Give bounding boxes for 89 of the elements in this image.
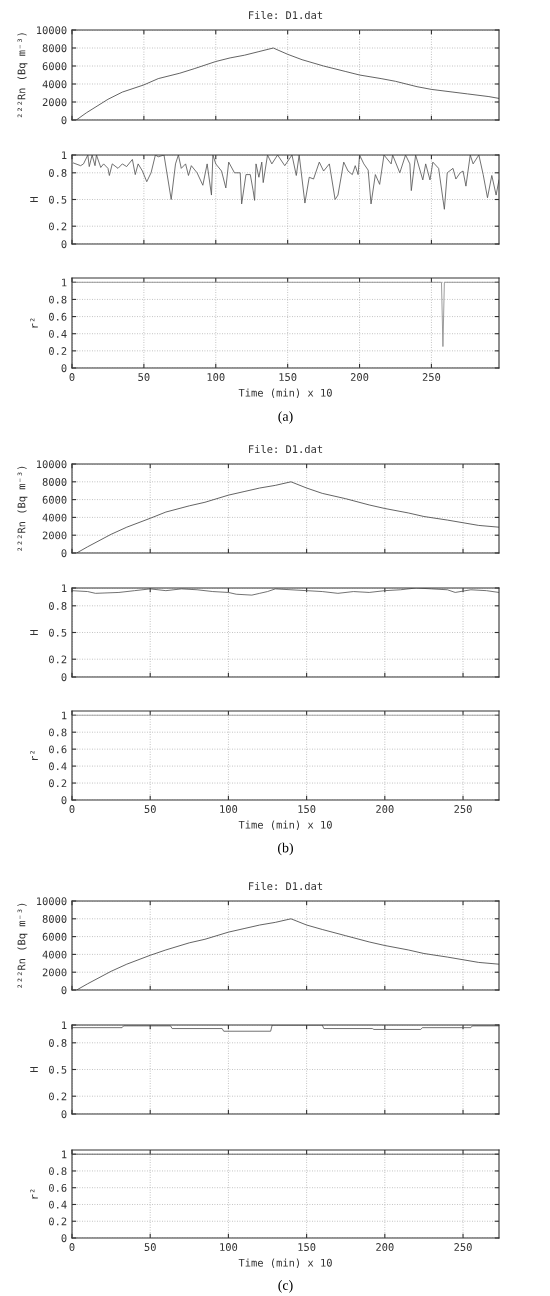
line-series [76,481,499,553]
x-tick-label: 200 [376,805,394,813]
y-tick-label: 0.2 [49,655,67,664]
y-tick-label: 0 [61,116,67,125]
y-tick-label: 1 [62,151,67,159]
y-tick-label: 0.5 [49,628,67,637]
y-tick-label: 8000 [42,478,67,486]
y-tick-label: 0.8 [49,728,67,737]
x-tick-label: 50 [144,1243,156,1251]
y-tick-label: 4000 [42,950,67,959]
y-tick-label: 0.2 [49,779,67,788]
y-axis-title: ²²²Rn (Bq m⁻³) [17,33,28,118]
y-tick-label: 0.8 [49,295,67,304]
y-tick-label: 6000 [42,62,67,71]
y-tick-label: 0.5 [49,195,67,204]
x-tick-label: 50 [138,373,150,381]
x-tick-label: 250 [454,805,472,813]
y-tick-label: 6000 [42,932,67,941]
y-tick-label: 4000 [42,80,67,89]
y-tick-label: 0.8 [49,169,67,177]
y-tick-label: 6000 [42,495,67,504]
x-tick-label: 50 [144,805,156,813]
y-axis-title: ²²²Rn (Bq m⁻³) [17,466,28,551]
y-tick-label: 8000 [42,44,67,53]
y-tick-label: 0.2 [49,1092,67,1101]
text: (a) [278,411,293,424]
y-tick-label: 10000 [37,897,67,906]
y-tick-label: 0 [61,986,67,995]
y-tick-label: 10000 [37,26,67,35]
y-axis-title: ²²²Rn (Bq m⁻³) [17,903,28,988]
line-series [76,918,499,990]
y-tick-label: 10000 [37,460,67,469]
chart-title: File: D1.dat [249,10,323,20]
y-tick-label: 1 [62,711,67,720]
x-tick-label: 250 [422,373,441,381]
y-tick-label: 1 [62,1150,67,1159]
y-tick-label: 0.8 [49,1167,67,1176]
y-tick-label: 0.8 [49,1039,67,1047]
y-tick-label: 1 [62,278,67,287]
y-tick-label: 0.5 [49,1065,67,1074]
text: (c) [278,1280,293,1293]
y-tick-label: 1 [62,584,67,592]
x-tick-label: 250 [454,1243,472,1251]
y-tick-label: 0 [61,673,67,682]
y-tick-label: 0.2 [49,222,67,231]
y-tick-label: 2000 [42,98,67,107]
x-tick-label: 150 [279,373,297,381]
y-tick-label: 0 [61,364,67,373]
x-tick-label: 100 [220,805,238,813]
y-tick-label: 0.4 [49,1200,67,1209]
x-tick-label: 100 [207,373,225,381]
y-axis-title: H [30,630,38,635]
text: (b) [278,842,293,856]
y-tick-label: 0 [61,796,67,805]
x-tick-label: 200 [350,373,369,381]
y-axis-title: r² [30,750,38,760]
y-tick-label: 0.8 [49,602,67,610]
y-tick-label: 2000 [42,968,67,977]
x-axis-title: Time (min) x 10 [238,1258,332,1268]
y-tick-label: 0 [61,1234,67,1243]
y-tick-label: 0.4 [49,762,67,771]
x-axis-title: Time (min) x 10 [238,820,332,830]
x-tick-label: 150 [298,805,316,813]
y-axis-title: r² [30,318,38,328]
y-tick-label: 0.6 [49,312,67,321]
x-axis-title: Time (min) x 10 [238,388,332,398]
x-tick-label: 200 [376,1243,394,1251]
y-tick-label: 0.4 [49,329,67,338]
y-tick-label: 0 [61,549,67,558]
x-tick-label: 0 [69,805,75,813]
x-tick-label: 0 [69,1243,75,1251]
y-tick-label: 1 [62,1021,67,1029]
y-tick-label: 0.6 [49,1183,67,1192]
y-tick-label: 8000 [42,915,67,923]
y-tick-label: 4000 [42,513,67,522]
y-tick-label: 0 [61,240,67,249]
y-axis-title: r² [30,1189,38,1199]
x-tick-label: 0 [69,373,75,381]
chart-title: File: D1.dat [249,444,323,454]
y-tick-label: 0.2 [49,347,67,355]
chart-title: File: D1.dat [249,881,323,891]
x-tick-label: 150 [298,1243,316,1251]
y-axis-title: H [30,197,38,202]
x-tick-label: 100 [220,1243,238,1251]
y-tick-label: 0.6 [49,745,67,754]
y-axis-title: H [30,1067,38,1072]
y-tick-label: 0.2 [49,1217,67,1226]
y-tick-label: 0 [61,1110,67,1119]
y-tick-label: 2000 [42,531,67,540]
